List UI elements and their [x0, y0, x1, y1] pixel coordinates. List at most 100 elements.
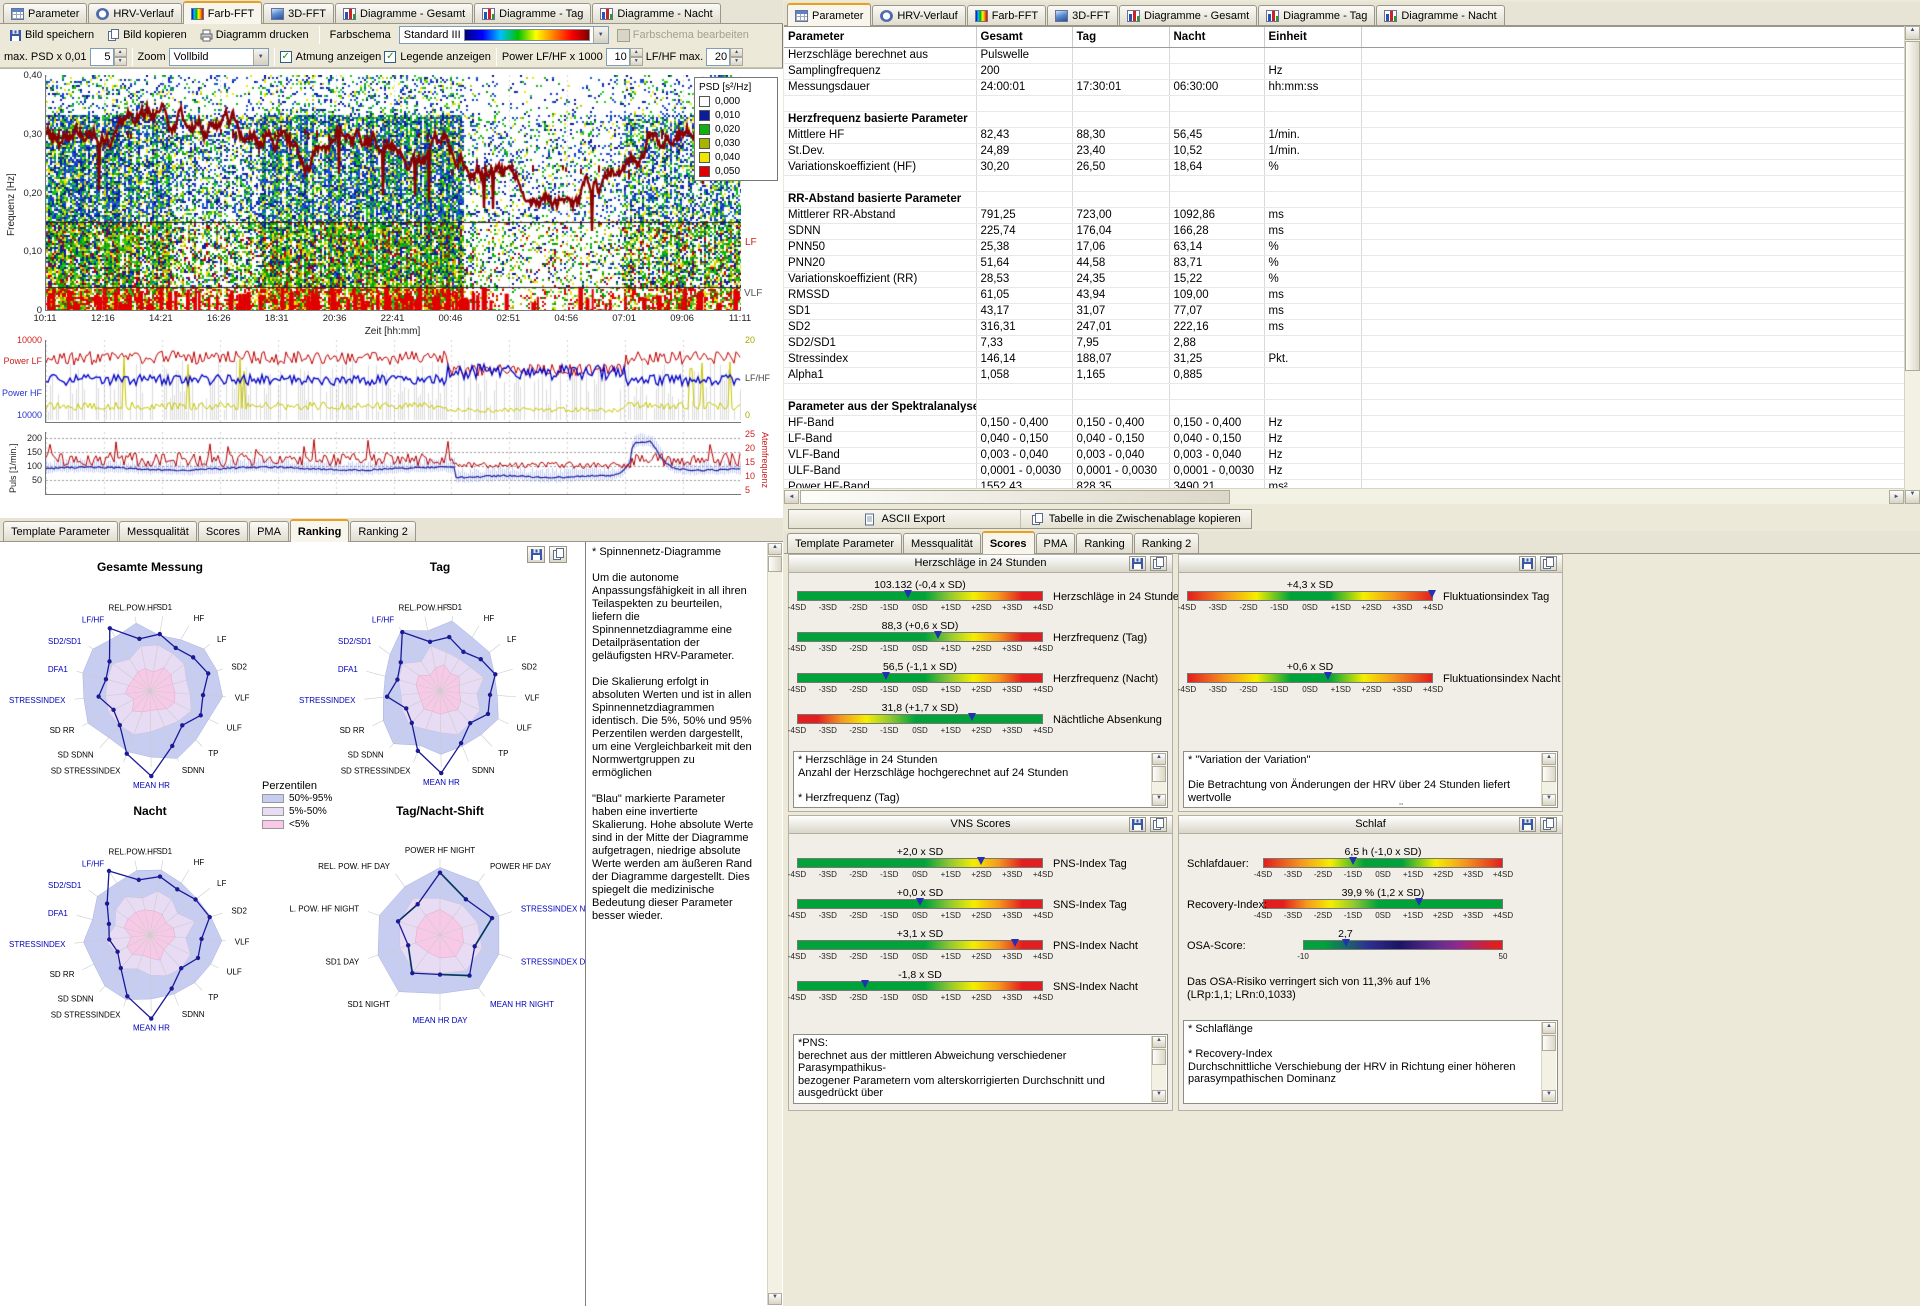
legende-checkbox[interactable]: ✓ Legende anzeigen [384, 50, 491, 63]
scroll-thumb[interactable] [1542, 1035, 1556, 1051]
scroll-right-button[interactable]: ► [1889, 490, 1904, 504]
scroll-thumb[interactable] [1542, 766, 1556, 782]
zoom-select[interactable]: Vollbild ▼ [168, 47, 269, 66]
scroll-up-button[interactable]: ▲ [1542, 753, 1556, 765]
spin-down-icon[interactable]: ▼ [629, 56, 643, 66]
tab-ranking[interactable]: Ranking [289, 519, 350, 542]
power-spinner[interactable]: 10 ▲ ▼ [605, 47, 643, 66]
spin-down-icon[interactable]: ▼ [113, 56, 127, 66]
scrollbar-vertical[interactable]: ▲ ▼ [1541, 1022, 1556, 1102]
tab-diagramme-tag[interactable]: Diagramme - Tag [1258, 5, 1376, 25]
tab-3d-fft[interactable]: 3D-FFT [1047, 5, 1119, 25]
scroll-down-button[interactable]: ▼ [1542, 1090, 1556, 1102]
scroll-up-button[interactable]: ▲ [1152, 1036, 1166, 1048]
save-chart-button[interactable] [527, 546, 545, 563]
copy-button[interactable] [1540, 817, 1557, 832]
tab-ranking-2[interactable]: Ranking 2 [350, 521, 416, 541]
dropdown-arrow-icon[interactable]: ▼ [592, 27, 608, 43]
tab-template-parameter[interactable]: Template Parameter [787, 533, 903, 553]
tab-template-parameter[interactable]: Template Parameter [3, 521, 119, 541]
sd-tick: +2SD [971, 993, 992, 1002]
table-cell: 109,00 [1169, 287, 1265, 304]
sd-tick: -4SD [1177, 603, 1197, 612]
spin-up-icon[interactable]: ▲ [113, 47, 127, 57]
tab-hrv-verlauf[interactable]: HRV-Verlauf [872, 5, 966, 25]
scrollbar-vertical[interactable]: ▲ ▼ [767, 543, 782, 1305]
copy-button[interactable] [1540, 556, 1557, 571]
tab-diagramme-gesamt[interactable]: Diagramme - Gesamt [335, 3, 474, 23]
table-cell [1361, 367, 1904, 384]
tab-messqualitaet[interactable]: Messqualität [903, 533, 981, 553]
scroll-down-button[interactable]: ▼ [1152, 1090, 1166, 1102]
tab-pma[interactable]: PMA [1035, 533, 1076, 553]
print-diagram-button[interactable]: Diagramm drucken [195, 26, 314, 45]
scroll-thumb[interactable] [768, 556, 782, 572]
scroll-up-button[interactable]: ▲ [1542, 1022, 1556, 1034]
scroll-down-button[interactable]: ▼ [1152, 794, 1166, 806]
scrollbar-vertical[interactable]: ▲ ▼ [1541, 753, 1556, 806]
spin-up-icon[interactable]: ▲ [730, 47, 744, 57]
farbschema-select[interactable]: Standard III ▼ [398, 26, 609, 44]
copy-button[interactable] [1150, 817, 1167, 832]
spin-up-icon[interactable]: ▲ [629, 47, 643, 57]
scrollbar-vertical[interactable]: ▲ ▼ [1151, 753, 1166, 806]
tab-ranking[interactable]: Ranking [1076, 533, 1133, 553]
copy-table-button[interactable]: Tabelle in die Zwischenablage kopieren [1020, 510, 1251, 528]
scroll-up-button[interactable]: ▲ [1905, 26, 1920, 40]
tab-diagramme-gesamt[interactable]: Diagramme - Gesamt [1119, 5, 1258, 25]
copy-image-button[interactable]: Bild kopieren [102, 26, 192, 45]
table-scrollbar-vertical[interactable]: ▲ ▼ [1904, 26, 1920, 504]
scroll-thumb[interactable] [1152, 1049, 1166, 1065]
scroll-down-button[interactable]: ▼ [1905, 490, 1920, 504]
table-cell: % [1264, 239, 1362, 256]
tab-diagramme-nacht[interactable]: Diagramme - Nacht [1376, 5, 1505, 25]
scroll-down-button[interactable]: ▼ [1542, 794, 1556, 806]
tab-ranking-2[interactable]: Ranking 2 [1133, 533, 1200, 553]
scroll-down-button[interactable]: ▼ [768, 1293, 782, 1305]
dropdown-arrow-icon[interactable]: ▼ [252, 48, 268, 65]
save-image-button[interactable]: Bild speichern [4, 26, 99, 45]
sd-tick: -3SD [818, 726, 837, 735]
ascii-export-button[interactable]: ASCII Export [789, 510, 1021, 528]
save-button[interactable] [1129, 817, 1146, 832]
tab-farb-fft[interactable]: Farb-FFT [182, 1, 263, 24]
copy-button[interactable] [1150, 556, 1167, 571]
scroll-left-button[interactable]: ◄ [784, 490, 799, 504]
table-scrollbar-horizontal[interactable]: ◄ ► [784, 488, 1904, 504]
scroll-thumb[interactable] [800, 490, 1230, 504]
tab-diagramme-tag[interactable]: Diagramme - Tag [474, 3, 592, 23]
save-button[interactable] [1519, 817, 1536, 832]
tab-diagramme-nacht[interactable]: Diagramme - Nacht [592, 3, 721, 23]
tab-parameter[interactable]: Parameter [787, 3, 872, 26]
sd-tick: -3SD [1208, 603, 1227, 612]
table-cell [976, 383, 1073, 400]
tab-hrv-verlauf[interactable]: HRV-Verlauf [88, 3, 182, 23]
scroll-thumb[interactable] [1152, 766, 1166, 782]
atmung-checkbox[interactable]: ✓ Atmung anzeigen [279, 50, 381, 63]
tab-pma[interactable]: PMA [249, 521, 289, 541]
svg-text:SDNN: SDNN [182, 1010, 205, 1019]
max-psd-spinner[interactable]: 5 ▲ ▼ [89, 47, 127, 66]
scroll-up-button[interactable]: ▲ [1152, 753, 1166, 765]
tab-farb-fft[interactable]: Farb-FFT [966, 5, 1047, 25]
table-cell [784, 175, 977, 192]
sd-tick: +4SD [1032, 993, 1054, 1002]
scrollbar-vertical[interactable]: ▲ ▼ [1151, 1036, 1166, 1102]
lfhf-spinner[interactable]: 20 ▲ ▼ [706, 47, 744, 66]
tab-scores[interactable]: Scores [981, 531, 1035, 554]
copy-chart-button[interactable] [549, 546, 567, 563]
table-cell: 44,58 [1072, 255, 1170, 272]
spin-down-icon[interactable]: ▼ [730, 56, 744, 66]
scroll-thumb[interactable] [1905, 41, 1920, 371]
tab-messqualitaet[interactable]: Messqualität [119, 521, 197, 541]
save-button[interactable] [1129, 556, 1146, 571]
tab-3d-fft[interactable]: 3D-FFT [263, 3, 335, 23]
table-row: Alpha1 1,058 1,165 0,885 [784, 367, 1904, 384]
tab-scores[interactable]: Scores [197, 521, 249, 541]
save-button[interactable] [1519, 556, 1536, 571]
farbschema-button[interactable]: Farbschema [325, 26, 396, 44]
separator [495, 47, 497, 66]
tab-parameter[interactable]: Parameter [3, 3, 88, 23]
scroll-up-button[interactable]: ▲ [768, 543, 782, 555]
sd-tick: -4SD [787, 603, 807, 612]
